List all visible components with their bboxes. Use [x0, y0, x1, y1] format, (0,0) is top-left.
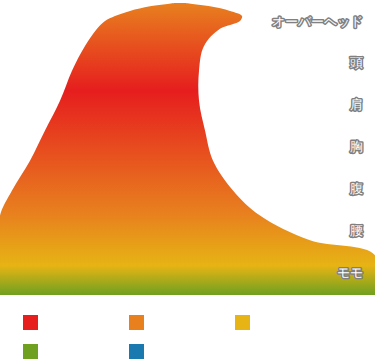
svg-text:モモ: モモ: [337, 265, 363, 280]
svg-text:腰: 腰: [350, 223, 363, 238]
svg-text:オーバーヘッド: オーバーヘッド: [272, 14, 363, 29]
svg-text:胸: 胸: [350, 139, 363, 154]
svg-text:頭: 頭: [350, 55, 363, 70]
svg-text:肩: 肩: [350, 97, 363, 112]
svg-text:腹: 腹: [350, 181, 363, 196]
